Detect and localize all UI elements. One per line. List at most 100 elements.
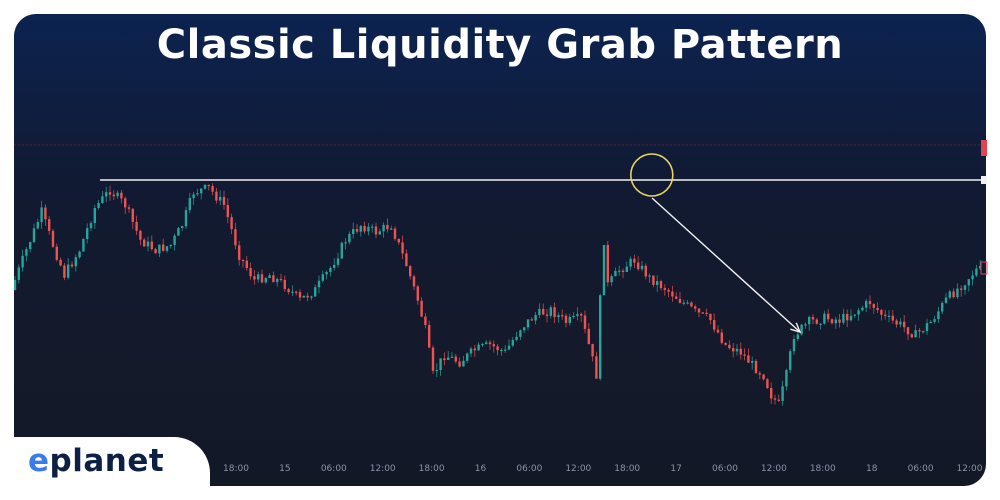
- candle-body: [428, 325, 431, 348]
- x-axis-tick-label: 18:00: [614, 464, 640, 474]
- candle-body: [63, 265, 66, 278]
- candle-body: [340, 242, 343, 259]
- candle-body: [876, 307, 879, 311]
- candle-body: [899, 321, 902, 325]
- candle-body: [792, 339, 796, 352]
- candle-body: [891, 315, 894, 321]
- candle-body: [553, 307, 556, 318]
- candle-body: [249, 268, 252, 277]
- candle-body: [173, 235, 176, 245]
- candle-body: [207, 184, 210, 187]
- candle-body: [895, 320, 898, 325]
- candle-body: [245, 260, 248, 269]
- candle-body: [523, 327, 526, 331]
- candle-body: [158, 244, 161, 254]
- candle-body: [32, 228, 36, 243]
- candle-body: [568, 316, 571, 323]
- candle-body: [906, 327, 910, 335]
- candle-body: [184, 210, 188, 227]
- candle-body: [378, 231, 381, 235]
- liquidity-grab-circle: [629, 153, 674, 197]
- reversal-arrow-head: [790, 322, 802, 334]
- candle-body: [583, 315, 587, 329]
- candle-body: [519, 330, 522, 337]
- candle-body: [724, 342, 727, 345]
- candle-body: [219, 196, 222, 201]
- candle-body: [872, 304, 875, 308]
- candle-body: [728, 344, 731, 349]
- candle-body: [17, 267, 20, 280]
- x-axis-tick-label: 12:00: [565, 464, 591, 474]
- candle-body: [355, 229, 359, 232]
- candle-body: [477, 344, 480, 351]
- candle-body: [131, 208, 134, 222]
- candle-body: [621, 270, 625, 272]
- candle-body: [785, 370, 788, 387]
- candle-body: [82, 239, 85, 252]
- x-axis-tick-label: 15: [279, 464, 290, 474]
- x-axis-tick-label: 18: [866, 464, 878, 474]
- candle-body: [572, 315, 575, 318]
- candle-body: [447, 357, 450, 360]
- x-axis-tick-label: 06:00: [516, 464, 542, 474]
- candle-body: [143, 239, 146, 247]
- candle-body: [743, 354, 746, 356]
- candle-body: [545, 314, 549, 316]
- candle-body: [116, 192, 119, 197]
- candle-body: [823, 313, 826, 324]
- candle-body: [644, 265, 647, 277]
- candle-body: [458, 361, 461, 367]
- candle-body: [819, 323, 822, 325]
- candle-body: [105, 192, 108, 197]
- candle-body: [101, 196, 104, 204]
- candle-body: [853, 314, 856, 316]
- candle-body: [667, 290, 670, 292]
- candle-body: [488, 342, 492, 345]
- candle-body: [36, 222, 39, 229]
- candle-body: [310, 296, 313, 298]
- candle-body: [78, 251, 81, 258]
- x-axis-tick-label: 12:00: [957, 464, 983, 474]
- candle-body: [716, 329, 720, 333]
- candle-body: [405, 253, 408, 267]
- candle-body: [306, 295, 309, 298]
- candle-body: [773, 398, 777, 400]
- chart-title: Classic Liquidity Grab Pattern: [156, 22, 844, 68]
- candle-body: [580, 314, 583, 316]
- candle-body: [777, 399, 780, 401]
- candle-body: [682, 302, 685, 304]
- candle-body: [367, 226, 370, 232]
- candle-body: [70, 264, 74, 267]
- candle-body: [181, 226, 184, 229]
- candle-body: [697, 308, 701, 313]
- candle-body: [325, 271, 328, 275]
- candle-body: [420, 300, 423, 317]
- candle-body: [397, 238, 400, 243]
- small-price-tag: [980, 261, 988, 275]
- candle-body: [59, 259, 62, 266]
- candle-body: [253, 276, 256, 280]
- candle-body: [800, 324, 803, 335]
- candle-body: [317, 280, 321, 288]
- candle-body: [849, 315, 853, 321]
- candle-body: [739, 348, 742, 355]
- candle-body: [466, 353, 469, 361]
- candle-body: [910, 334, 913, 338]
- candle-body: [462, 360, 465, 367]
- candle-body: [386, 224, 389, 230]
- candle-body: [374, 226, 378, 235]
- candle-body: [412, 276, 416, 287]
- candle-body: [264, 278, 267, 283]
- candle-body: [169, 244, 172, 247]
- candle-body: [808, 317, 811, 325]
- candle-body: [507, 345, 511, 350]
- candle-body: [830, 319, 834, 324]
- candle-body: [146, 241, 150, 247]
- candle-body: [811, 317, 815, 320]
- candle-body: [177, 228, 180, 236]
- candle-body: [610, 276, 613, 283]
- candle-body: [659, 281, 663, 289]
- candle-body: [74, 257, 77, 267]
- candle-body: [929, 321, 932, 324]
